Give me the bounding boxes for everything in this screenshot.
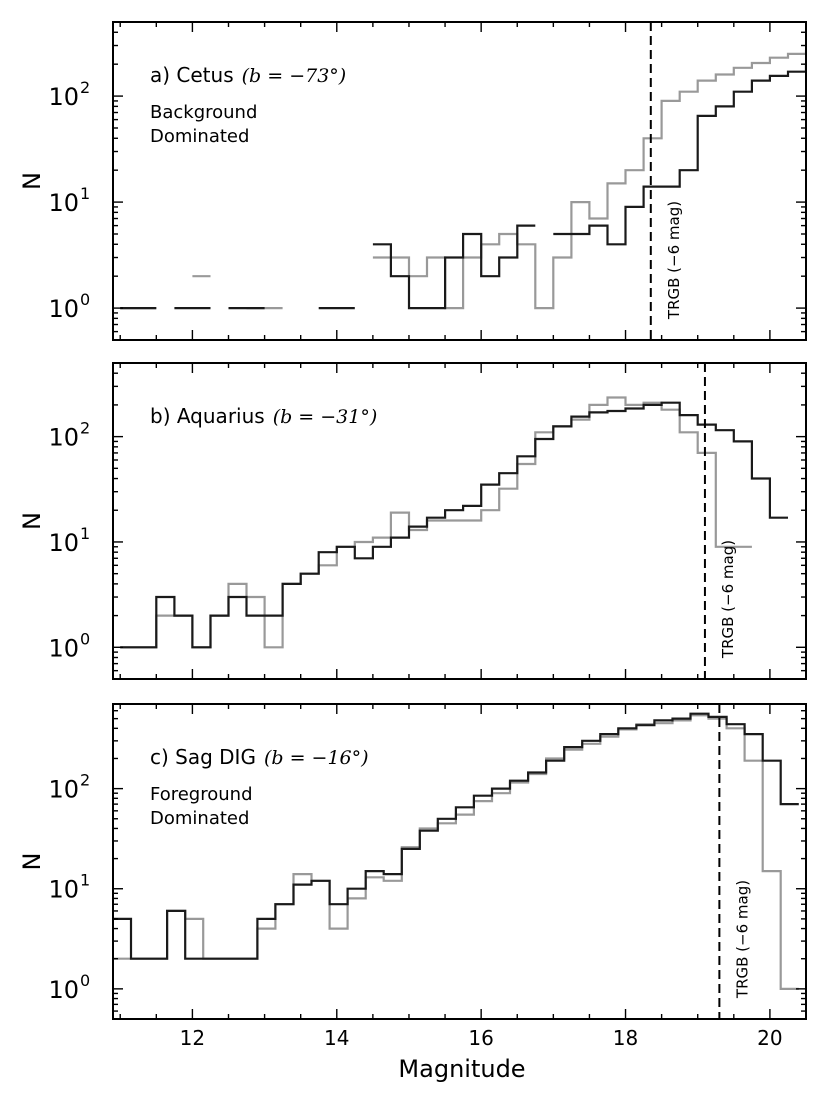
y-tick-exponent: 1	[80, 871, 90, 890]
y-tick-base: 10	[48, 189, 79, 217]
y-tick-exponent: 2	[80, 771, 90, 790]
series-comparison	[120, 396, 752, 649]
y-tick-base: 10	[48, 634, 79, 662]
x-tick-label: 14	[324, 1026, 349, 1050]
y-tick-label: 10	[48, 634, 79, 662]
plot-frame	[112, 362, 807, 680]
panel-note: Foreground	[150, 784, 253, 805]
plot-frame	[112, 21, 807, 341]
y-tick-base: 10	[48, 295, 79, 323]
y-tick-base: 10	[48, 529, 79, 557]
y-tick-exponent: 2	[80, 78, 90, 97]
trgb-label: TRGB (−6 mag)	[733, 880, 751, 999]
series-primary	[113, 712, 799, 960]
x-tick-label: 18	[613, 1026, 638, 1050]
x-tick-label: 12	[180, 1026, 205, 1050]
panel-latitude: (b = −73°)	[242, 65, 347, 87]
y-tick-exponent: 0	[80, 629, 90, 648]
y-axis-label: N	[18, 853, 46, 871]
y-tick-exponent: 0	[80, 971, 90, 990]
series-line-primary	[120, 63, 806, 310]
y-tick-base: 10	[48, 976, 79, 1004]
y-tick-exponent: 1	[80, 524, 90, 543]
panel-latitude: (b = −31°)	[273, 406, 378, 428]
y-tick-base: 10	[48, 83, 79, 111]
series-line-primary	[113, 712, 799, 960]
y-tick-exponent: 0	[80, 290, 90, 309]
x-axis-label: Magnitude	[398, 1055, 525, 1083]
y-axis-label: N	[18, 172, 46, 190]
panel-note: Dominated	[150, 126, 249, 147]
y-tick-label: 10	[48, 529, 79, 557]
y-tick-exponent: 2	[80, 419, 90, 438]
plot-frame	[112, 703, 807, 1020]
y-tick-label: 10	[48, 295, 79, 323]
x-tick-label: 20	[757, 1026, 782, 1050]
y-tick-exponent: 1	[80, 184, 90, 203]
x-tick-label: 16	[468, 1026, 493, 1050]
panel-note: Background	[150, 102, 257, 123]
y-tick-label: 10	[48, 876, 79, 904]
y-tick-base: 10	[48, 876, 79, 904]
panel-title: c) Sag DIG	[150, 745, 256, 769]
trgb-label: TRGB (−6 mag)	[719, 540, 737, 659]
y-tick-label: 10	[48, 776, 79, 804]
series-line-primary	[120, 401, 788, 649]
panel-title: b) Aquarius	[150, 404, 265, 428]
panel-note: Dominated	[150, 808, 249, 829]
y-tick-base: 10	[48, 424, 79, 452]
y-tick-label: 10	[48, 976, 79, 1004]
series-primary	[120, 63, 806, 310]
y-tick-label: 10	[48, 189, 79, 217]
panel-title: a) Cetus	[150, 63, 234, 87]
y-tick-base: 10	[48, 776, 79, 804]
y-tick-label: 10	[48, 424, 79, 452]
trgb-label: TRGB (−6 mag)	[665, 201, 683, 320]
series-line-comparison	[120, 396, 752, 649]
panel-latitude: (b = −16°)	[264, 747, 369, 769]
y-tick-label: 10	[48, 83, 79, 111]
y-axis-label: N	[18, 512, 46, 530]
series-primary	[120, 401, 788, 649]
